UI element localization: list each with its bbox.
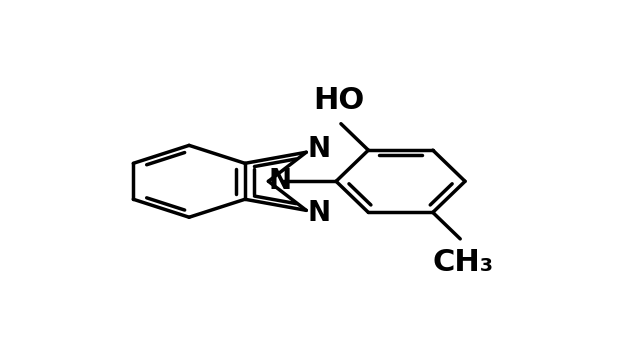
Text: N: N — [307, 135, 330, 163]
Text: CH₃: CH₃ — [432, 248, 493, 277]
Text: N: N — [268, 167, 291, 195]
Text: N: N — [307, 199, 330, 227]
Text: HO: HO — [313, 87, 364, 116]
